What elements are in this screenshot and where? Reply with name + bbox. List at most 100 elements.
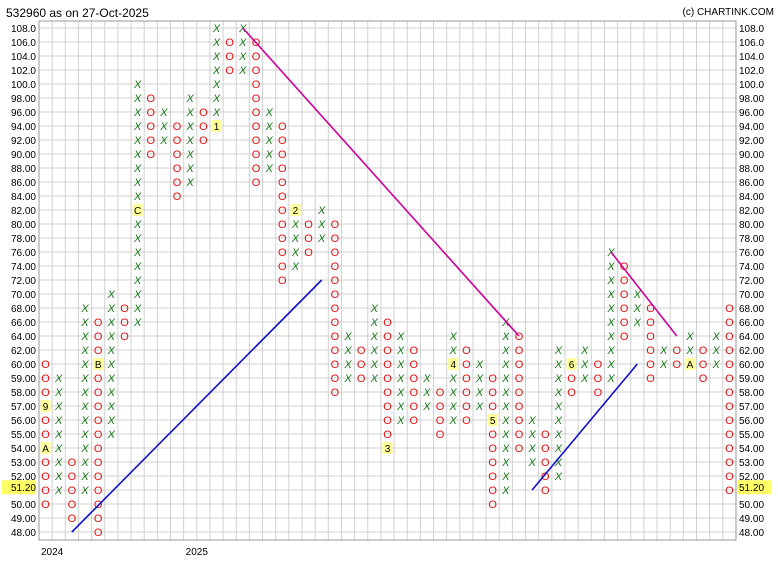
x-box: X [554,471,563,483]
o-box: O [541,471,550,483]
o-box: O [436,429,445,441]
x-box: X [133,247,142,259]
x-box: X [186,135,195,147]
x-box: X [343,345,352,357]
o-box: O [94,527,103,539]
o-box: O [462,373,471,385]
o-box: O [436,387,445,399]
x-axis-label: 2025 [186,547,209,558]
o-box: O [252,135,261,147]
x-box: X [554,387,563,399]
resistance-trendline [610,251,678,337]
x-box: X [606,303,615,315]
x-box: X [475,401,484,413]
o-box: O [594,373,603,385]
month-marker-bg [40,442,51,454]
x-box: X [685,331,694,343]
o-box: O [41,485,50,497]
x-box: X [554,415,563,427]
o-box: O [725,359,734,371]
x-box: X [475,373,484,385]
x-box: X [554,345,563,357]
y-tick-label-left: 86.00 [11,178,36,189]
y-tick-label-right: 108.0 [739,24,764,35]
x-box: X [264,107,273,119]
y-tick-label-right: 68.00 [739,304,764,315]
y-tick-label-left: 58.00 [11,388,36,399]
x-box: X [54,485,63,497]
x-box: X [133,261,142,273]
y-tick-label-left: 106.0 [11,38,36,49]
x-box: X [80,303,89,315]
o-box: O [515,429,524,441]
x-box: X [449,415,458,427]
o-box: O [488,443,497,455]
o-box: O [357,359,366,371]
x-box: X [159,135,168,147]
x-box: X [107,387,116,399]
x-box: X [133,121,142,133]
o-box: O [68,457,77,469]
o-box: O [94,471,103,483]
month-marker-bg [290,204,301,216]
o-box: O [278,149,287,161]
o-box: O [383,401,392,413]
y-tick-label-left: 100.0 [11,80,36,91]
x-box: X [54,471,63,483]
x-box: X [527,457,536,469]
x-box: X [317,219,326,231]
o-box: O [646,303,655,315]
y-tick-label-left: 90.00 [11,150,36,161]
o-box: O [252,149,261,161]
x-box: X [606,275,615,287]
x-box: X [343,359,352,371]
x-box: X [501,443,510,455]
o-box: O [725,345,734,357]
x-box: X [475,387,484,399]
x-box: X [554,457,563,469]
o-box: O [94,457,103,469]
x-box: X [501,485,510,497]
month-marker: 9 [43,402,49,413]
y-tick-label-right: 72.00 [739,276,764,287]
o-box: O [383,387,392,399]
x-box: X [370,317,379,329]
month-marker: B [95,360,102,371]
o-box: O [725,443,734,455]
y-tick-label-left: 92.00 [11,136,36,147]
x-box: X [133,79,142,91]
x-box: X [107,415,116,427]
o-box: O [515,387,524,399]
y-tick-label-right: 62.00 [739,346,764,357]
x-box: X [633,289,642,301]
x-box: X [107,359,116,371]
y-tick-label-left: 78.00 [11,234,36,245]
o-box: O [41,373,50,385]
o-box: O [620,261,629,273]
o-box: O [515,331,524,343]
x-box: X [80,485,89,497]
x-box: X [659,359,668,371]
o-box: O [94,415,103,427]
o-box: O [94,429,103,441]
o-box: O [331,261,340,273]
y-tick-label-right: 74.00 [739,262,764,273]
x-box: X [80,457,89,469]
x-box: X [212,23,221,35]
y-tick-label-right: 80.00 [739,220,764,231]
y-tick-label-right: 102.0 [739,66,764,77]
o-box: O [331,373,340,385]
o-box: O [541,457,550,469]
x-box: X [212,107,221,119]
y-tick-label-left: 64.00 [11,332,36,343]
o-box: O [278,275,287,287]
o-box: O [331,275,340,287]
o-box: O [252,177,261,189]
x-box: X [291,219,300,231]
x-box: X [264,121,273,133]
x-box: X [133,303,142,315]
y-tick-label-left: 60.00 [11,360,36,371]
o-box: O [725,303,734,315]
o-box: O [94,331,103,343]
